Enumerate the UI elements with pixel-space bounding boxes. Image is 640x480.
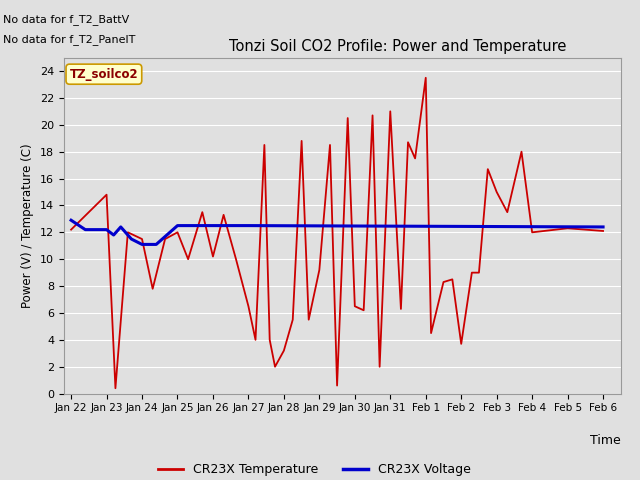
Y-axis label: Power (V) / Temperature (C): Power (V) / Temperature (C) [22,144,35,308]
Text: No data for f_T2_PanelT: No data for f_T2_PanelT [3,34,136,45]
Text: Time: Time [590,434,621,447]
Legend: CR23X Temperature, CR23X Voltage: CR23X Temperature, CR23X Voltage [153,458,476,480]
Text: No data for f_T2_BattV: No data for f_T2_BattV [3,14,129,25]
Text: TZ_soilco2: TZ_soilco2 [70,68,138,81]
Title: Tonzi Soil CO2 Profile: Power and Temperature: Tonzi Soil CO2 Profile: Power and Temper… [229,39,567,54]
